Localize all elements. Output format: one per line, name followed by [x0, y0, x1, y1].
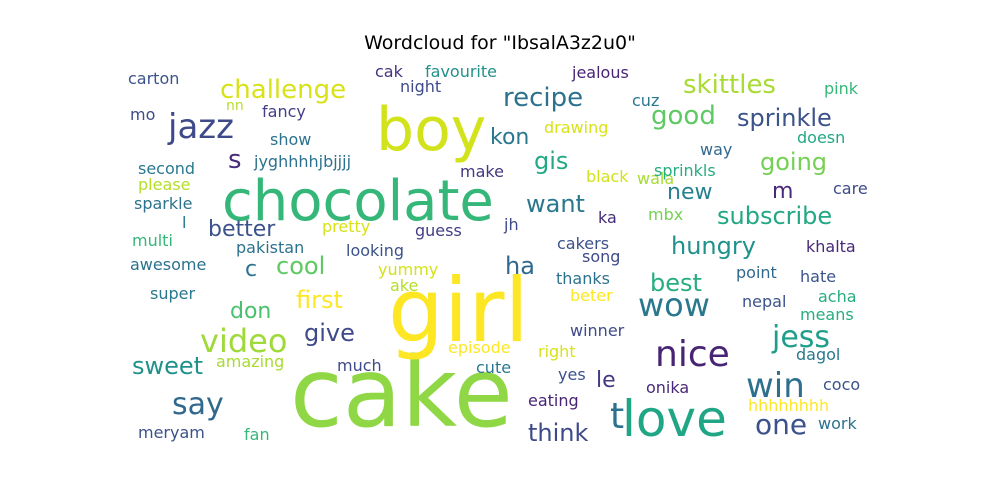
- word-nepal: nepal: [742, 292, 786, 311]
- word-meryam: meryam: [138, 423, 205, 442]
- word-m: m: [772, 179, 793, 204]
- word-cute: cute: [476, 358, 511, 377]
- word-jazz: jazz: [167, 107, 234, 147]
- word-way: way: [700, 140, 732, 159]
- word-t: t: [610, 396, 624, 437]
- word-fancy: fancy: [262, 102, 306, 121]
- word-ake: ake: [390, 276, 418, 295]
- word-give: give: [304, 319, 355, 347]
- word-going: going: [760, 148, 827, 176]
- word-coco: coco: [823, 375, 860, 394]
- word-kon: kon: [490, 125, 529, 150]
- word-pakistan: pakistan: [236, 238, 304, 257]
- word-acha: acha: [818, 287, 857, 306]
- word-super: super: [150, 284, 195, 303]
- word-carton: carton: [128, 69, 179, 88]
- word-much: much: [337, 356, 382, 375]
- word-please: please: [138, 175, 190, 194]
- word-cuz: cuz: [632, 91, 659, 110]
- word-nice: nice: [655, 334, 730, 375]
- word-fan: fan: [244, 425, 270, 444]
- word-subscribe: subscribe: [717, 202, 832, 230]
- word-skittles: skittles: [683, 70, 776, 100]
- word-black: black: [586, 167, 629, 186]
- word-recipe: recipe: [503, 83, 583, 113]
- word-beter: beter: [570, 286, 613, 305]
- word-episode: episode: [448, 338, 511, 357]
- word-doesn: doesn: [797, 128, 845, 147]
- word-eating: eating: [528, 391, 579, 410]
- word-don: don: [230, 299, 271, 324]
- word-sweet: sweet: [132, 352, 203, 380]
- word-means: means: [800, 305, 854, 324]
- word-right: right: [538, 342, 576, 361]
- word-sprinkls: sprinkls: [654, 161, 716, 180]
- word-say: say: [172, 387, 224, 422]
- word-make: make: [460, 162, 504, 181]
- word-hhhhhhhh: hhhhhhhh: [748, 396, 829, 415]
- word-think: think: [528, 419, 589, 447]
- word-want: want: [526, 190, 585, 218]
- word-love: love: [622, 390, 727, 448]
- word-best: best: [650, 269, 702, 297]
- word-hate: hate: [800, 267, 836, 286]
- word-le: le: [596, 368, 616, 393]
- word-point: point: [736, 263, 777, 282]
- word-multi: multi: [132, 231, 173, 250]
- word-night: night: [400, 77, 441, 96]
- word-show: show: [270, 130, 311, 149]
- word-mbx: mbx: [648, 205, 683, 224]
- word-winner: winner: [570, 321, 625, 340]
- word-awesome: awesome: [130, 255, 206, 274]
- word-group: cakegirlchocolateboylovenicewowjazzwinvi…: [128, 62, 868, 449]
- word-looking: looking: [346, 241, 404, 260]
- word-khalta: khalta: [806, 237, 856, 256]
- word-dagol: dagol: [796, 345, 840, 364]
- word-jealous: jealous: [571, 63, 629, 82]
- word-work: work: [818, 414, 857, 433]
- word-l: l: [182, 213, 186, 232]
- word-sparkle: sparkle: [134, 194, 192, 213]
- word-good: good: [651, 101, 716, 131]
- word-pink: pink: [824, 79, 859, 98]
- word-ha: ha: [505, 252, 535, 280]
- word-guess: guess: [415, 221, 462, 240]
- word-song: song: [582, 247, 620, 266]
- word-hungry: hungry: [671, 232, 756, 260]
- word-drawing: drawing: [544, 118, 608, 137]
- word-jh: jh: [503, 215, 519, 234]
- word-mo: mo: [130, 105, 155, 124]
- word-gis: gis: [534, 147, 568, 175]
- word-onika: onika: [646, 378, 689, 397]
- word-ka: ka: [598, 208, 617, 227]
- word-nn: nn: [226, 98, 244, 114]
- word-yes: yes: [558, 365, 586, 384]
- word-boy: boy: [376, 95, 486, 165]
- word-s: s: [228, 145, 242, 175]
- word-amazing: amazing: [216, 352, 284, 371]
- word-care: care: [833, 179, 868, 198]
- word-first: first: [296, 286, 343, 314]
- word-pretty: pretty: [322, 217, 370, 236]
- word-c: c: [245, 257, 257, 282]
- word-jyghhhhjbjjjj: jyghhhhjbjjjj: [253, 152, 351, 171]
